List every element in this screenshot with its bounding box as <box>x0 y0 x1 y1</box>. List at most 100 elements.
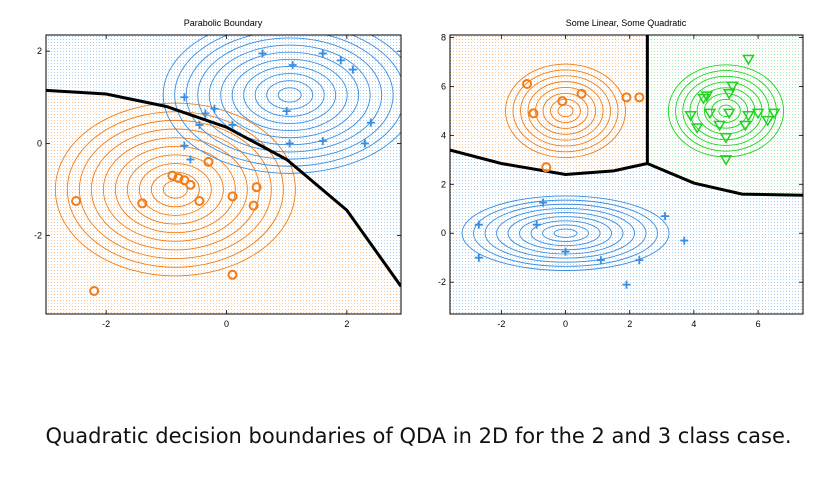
y-tick-label: 8 <box>441 32 446 42</box>
data-point-triangle <box>722 108 736 120</box>
data-point-triangle <box>726 81 739 93</box>
data-points <box>71 49 375 296</box>
y-tick-label: -2 <box>438 277 446 287</box>
y-tick-label: 2 <box>441 179 446 189</box>
data-point-circle <box>522 78 533 89</box>
contour-line <box>266 80 314 110</box>
contour-line <box>530 220 601 247</box>
data-point-plus <box>680 236 689 245</box>
data-point-plus <box>622 280 631 289</box>
data-point-plus <box>318 49 327 58</box>
data-point-plus <box>360 139 369 148</box>
y-tick-label: 2 <box>37 46 42 56</box>
y-tick-label: 0 <box>441 228 446 238</box>
data-point-plus <box>201 109 210 118</box>
data-point-circle <box>185 179 196 190</box>
contour-line <box>66 111 284 268</box>
data-point-circle <box>634 92 645 103</box>
data-point-plus <box>282 107 291 116</box>
decision-boundary <box>46 88 401 288</box>
contour-line <box>527 81 604 141</box>
data-point-circle <box>194 196 205 207</box>
data-point-circle <box>227 269 238 280</box>
data-point-circle <box>248 200 259 211</box>
data-point-triangle <box>767 108 781 120</box>
axis-ticks: -2 0 2 -2 0 2 <box>34 35 401 329</box>
plot-frame <box>449 34 804 315</box>
data-point-plus <box>285 139 294 148</box>
contour-line <box>114 145 236 234</box>
data-point-circle <box>576 88 587 99</box>
data-point-plus <box>180 93 189 102</box>
data-point-circle <box>203 156 214 167</box>
contour-line <box>675 70 777 152</box>
contour-line <box>162 35 401 174</box>
contour-line <box>231 58 348 132</box>
data-point-plus <box>348 65 357 74</box>
x-tick-label: 0 <box>563 319 568 329</box>
chart-linear-quadratic: Some Linear, Some Quadratic -2 0 2 4 6 -2 0 2 4 6… <box>438 18 804 329</box>
y-tick-label: -2 <box>34 231 42 241</box>
data-point-plus <box>474 220 483 229</box>
contour-line <box>138 163 212 216</box>
data-point-plus <box>288 60 297 69</box>
x-tick-label: 6 <box>756 319 761 329</box>
data-point-plus <box>539 198 548 207</box>
data-point-triangle <box>700 91 714 103</box>
data-point-triangle <box>690 123 704 134</box>
data-point-plus <box>318 137 327 146</box>
data-point-plus <box>661 212 670 221</box>
figure-caption: Quadratic decision boundaries of QDA in … <box>45 424 792 448</box>
data-point-plus <box>180 141 189 150</box>
data-point-circle <box>179 175 190 186</box>
decision-boundary <box>450 35 803 197</box>
data-point-circle <box>528 108 539 119</box>
data-point-plus <box>474 253 483 262</box>
contour-line <box>126 154 224 225</box>
contour-line <box>277 87 302 103</box>
data-point-plus <box>228 120 237 129</box>
contour-line <box>254 73 325 117</box>
y-tick-label: 6 <box>441 81 446 91</box>
data-point-triangle <box>719 133 733 144</box>
data-point-triangle <box>738 120 752 132</box>
data-point-plus <box>210 104 219 113</box>
figure: Parabolic Boundary -2 0 2 -2 0 2 Some Linear,… <box>34 18 804 329</box>
data-point-plus <box>186 155 195 164</box>
data-point-circle <box>227 191 238 202</box>
contour-line <box>711 98 741 123</box>
data-point-plus <box>561 247 570 256</box>
data-point-triangle <box>684 111 697 122</box>
chart-parabolic-boundary: Parabolic Boundary -2 0 2 -2 0 2 <box>34 18 402 329</box>
data-point-circle <box>167 170 178 181</box>
x-tick-label: 0 <box>224 319 229 329</box>
contour-line <box>512 69 619 153</box>
data-point-triangle <box>751 108 765 120</box>
data-point-plus <box>635 256 644 265</box>
data-point-circle <box>71 196 82 207</box>
data-point-triangle <box>742 54 755 66</box>
contour-line <box>174 35 401 167</box>
data-point-triangle <box>703 108 717 120</box>
data-point-triangle <box>719 155 733 166</box>
axis-ticks: -2 0 2 4 6 -2 0 2 4 6 8 <box>438 32 803 329</box>
y-tick-label: 4 <box>441 130 446 140</box>
density-contours <box>54 35 401 277</box>
data-point-triangle <box>713 120 726 132</box>
contour-line <box>496 207 635 259</box>
contour-line <box>461 195 670 271</box>
contour-line <box>484 203 647 263</box>
x-tick-label: 2 <box>344 319 349 329</box>
data-point-plus <box>366 118 375 127</box>
y-tick-label: 0 <box>37 138 42 148</box>
data-point-plus <box>596 256 605 265</box>
x-tick-label: 4 <box>691 319 696 329</box>
contour-line <box>557 104 574 118</box>
contour-line <box>553 228 578 238</box>
data-point-circle <box>621 92 632 103</box>
data-point-circle <box>541 162 552 173</box>
data-point-circle <box>89 285 100 296</box>
x-tick-label: -2 <box>497 319 505 329</box>
contour-line <box>542 224 589 242</box>
plot-frame <box>45 34 402 315</box>
